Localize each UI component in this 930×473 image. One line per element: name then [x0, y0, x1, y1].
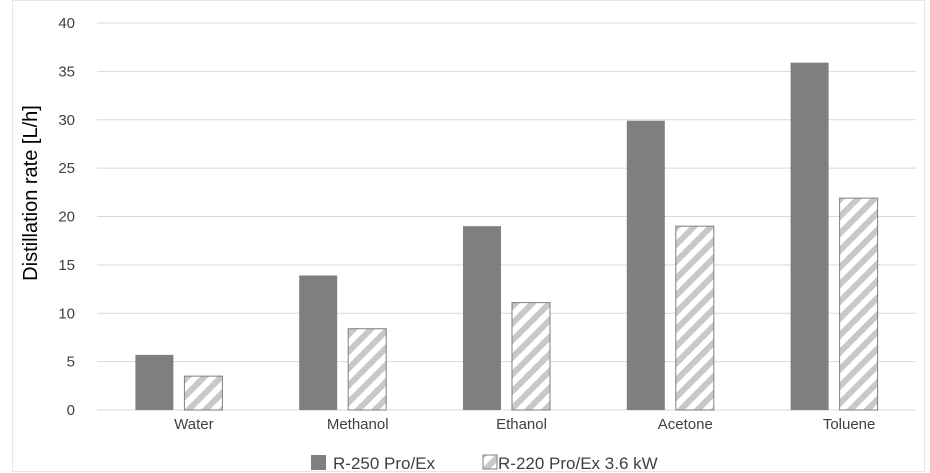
bar-r250: [463, 226, 501, 410]
gridlines: [97, 22, 916, 411]
y-tick-label: 40: [58, 15, 75, 32]
y-tick-label: 30: [58, 112, 75, 129]
y-axis-ticks: 0 5 10 15 20 25 30 35 40: [58, 15, 75, 419]
x-tick-label: Ethanol: [496, 416, 547, 433]
x-axis-ticks: Water Methanol Ethanol Acetone Toluene: [174, 416, 875, 433]
y-tick-label: 35: [58, 63, 75, 80]
x-tick-label: Water: [174, 416, 213, 433]
y-tick-label: 0: [67, 402, 75, 419]
bar-r250: [299, 275, 338, 410]
x-tick-label: Methanol: [327, 416, 389, 433]
bar-r250: [790, 62, 829, 410]
legend-swatch-r250: [311, 455, 326, 470]
y-tick-label: 20: [58, 209, 75, 226]
legend-swatch-r220: [482, 454, 498, 470]
legend: R-250 Pro/Ex R-220 Pro/Ex 3.6 kW: [311, 454, 658, 473]
bars: [135, 62, 879, 411]
bar-r220: [675, 225, 715, 411]
y-tick-label: 15: [58, 257, 75, 274]
bar-r220: [347, 328, 387, 411]
x-tick-label: Toluene: [823, 416, 876, 433]
y-tick-label: 10: [58, 305, 75, 322]
y-tick-label: 5: [67, 354, 75, 371]
bar-r220: [511, 302, 551, 411]
legend-label-r250: R-250 Pro/Ex: [333, 454, 436, 473]
bar-r250: [626, 120, 665, 410]
y-axis-title: Distillation rate [L/h]: [20, 105, 42, 281]
x-tick-label: Acetone: [658, 416, 713, 433]
bar-r250: [135, 354, 174, 410]
bar-r220: [839, 197, 879, 411]
bar-r220: [183, 375, 223, 411]
y-tick-label: 25: [58, 160, 75, 177]
legend-label-r220: R-220 Pro/Ex 3.6 kW: [498, 454, 658, 473]
